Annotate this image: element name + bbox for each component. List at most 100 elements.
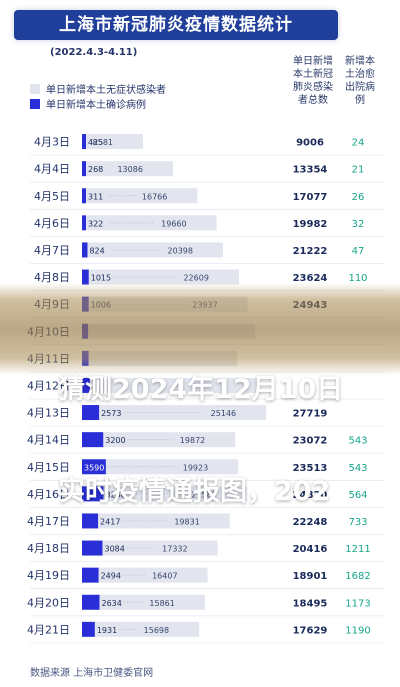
data-label-asymptomatic: 19831 (174, 517, 199, 526)
category-label: 4月19日 (27, 569, 70, 582)
legend-item-asymptomatic: 单日新增本土无症状感染者 (30, 81, 166, 96)
data-label-confirmed: 425 (88, 138, 103, 147)
chart-title: 上海市新冠肺炎疫情数据统计 (14, 10, 338, 40)
data-label-confirmed: 3084 (104, 545, 124, 554)
bar-asymptomatic (86, 134, 144, 150)
category-label: 4月13日 (27, 407, 70, 420)
data-label-asymptomatic: 21582 (191, 490, 216, 499)
overlay-caption-line: 实时疫情通报图，202 (58, 476, 331, 507)
category-label: 4月8日 (34, 271, 70, 284)
bar-confirmed (82, 269, 89, 285)
category-label: 4月3日 (34, 136, 70, 149)
bar-confirmed (82, 459, 106, 475)
discharged-value: 32 (352, 219, 365, 230)
category-label: 4月18日 (27, 542, 70, 555)
data-label-asymptomatic: 17332 (162, 545, 187, 554)
bar-asymptomatic (87, 242, 223, 258)
data-label-confirmed: 2417 (100, 517, 120, 526)
discharged-value: 1173 (345, 598, 370, 609)
bar-asymptomatic (98, 513, 230, 529)
discharged-value: 21 (352, 165, 365, 176)
total-value: 23624 (293, 273, 328, 284)
data-label-asymptomatic: 16766 (142, 192, 167, 201)
data-label-confirmed: 1015 (91, 274, 111, 283)
data-label-asymptomatic: 16407 (152, 572, 177, 581)
bar-asymptomatic (102, 540, 218, 556)
total-value: 19982 (293, 219, 328, 230)
data-label-confirmed: 2494 (101, 572, 121, 581)
category-label: 4月17日 (27, 515, 70, 528)
overlay-band (0, 283, 400, 375)
bar-confirmed (82, 567, 99, 583)
category-label: 4月6日 (34, 217, 70, 230)
bar-asymptomatic (86, 188, 198, 204)
legend-label-confirmed: 单日新增本土确诊病例 (46, 100, 146, 111)
column-header-discharged-line: 土治愈 (345, 69, 375, 80)
data-label-asymptomatic: 22609 (183, 274, 208, 283)
discharged-value: 1211 (345, 544, 370, 555)
data-label-confirmed: 3200 (105, 436, 125, 445)
legend-item-confirmed: 单日新增本土确诊病例 (30, 96, 166, 111)
date-range: (2022.4.3-4.11) (50, 47, 138, 58)
discharged-value: 543 (348, 436, 367, 447)
total-value: 27719 (293, 409, 328, 420)
data-label-asymptomatic: 15698 (144, 626, 169, 635)
bar-confirmed (82, 377, 90, 393)
data-label-asymptomatic: 19660 (161, 219, 186, 228)
discharged-value: 543 (348, 463, 367, 474)
column-header-discharged-line: 例 (355, 95, 365, 106)
bar-confirmed (82, 432, 104, 448)
bar-confirmed (82, 188, 86, 204)
category-label: 4月5日 (34, 190, 70, 203)
discharged-value: 564 (348, 490, 367, 501)
bar-asymptomatic (99, 594, 205, 610)
category-label: 4月16日 (27, 488, 70, 501)
discharged-value: 733 (348, 517, 367, 528)
category-label: 4月15日 (27, 461, 70, 474)
bar-asymptomatic (98, 567, 208, 583)
discharged-value: 47 (352, 246, 365, 257)
data-label-confirmed: 3590 (84, 463, 104, 472)
total-value: 9006 (296, 138, 324, 149)
column-header-discharged: 新增本 土治愈 出院病 例 (340, 55, 380, 107)
bar-confirmed (82, 405, 100, 421)
category-label: 4月4日 (34, 163, 70, 176)
bar-confirmed (82, 513, 99, 529)
data-label-confirmed: 2634 (101, 599, 121, 608)
overlay-caption: 猜测2024年12月10日 实时疫情通报图，202 (58, 305, 400, 577)
data-label-asymptomatic: 13086 (117, 165, 142, 174)
column-header-total-line: 单日新增 (293, 56, 333, 67)
bar-confirmed (82, 134, 86, 150)
bar-asymptomatic (99, 405, 267, 421)
bar-asymptomatic (86, 215, 217, 231)
column-header-discharged-line: 新增本 (345, 56, 375, 67)
column-header-discharged-line: 出院病 (345, 82, 375, 93)
bar-confirmed (82, 540, 103, 556)
data-label-confirmed: 1931 (97, 626, 117, 635)
column-header-total-line: 肺炎感染 (293, 82, 333, 93)
total-value: 17077 (293, 192, 328, 203)
bar-asymptomatic (89, 377, 257, 393)
column-header-total-line: 者总数 (298, 95, 328, 106)
legend-swatch-confirmed (30, 98, 40, 109)
data-label-asymptomatic: 25146 (211, 409, 236, 418)
data-label-asymptomatic: 8581 (93, 138, 113, 147)
discharged-value: 1682 (345, 571, 370, 582)
bar-confirmed (82, 215, 86, 231)
total-value: 18495 (293, 598, 328, 609)
total-value: 18901 (293, 571, 328, 582)
category-label: 4月7日 (34, 244, 70, 257)
total-value: 21222 (293, 246, 328, 257)
total-value: 23513 (293, 463, 328, 474)
overlay-caption-line: 猜测2024年12月10日 (58, 374, 344, 405)
category-label: 4月21日 (27, 623, 70, 636)
bar-asymptomatic (94, 621, 200, 637)
category-label: 4月12日 (27, 379, 70, 392)
column-header-total-line: 本土新冠 (293, 69, 333, 80)
total-value: 24820 (293, 490, 328, 501)
bar-confirmed (82, 594, 100, 610)
total-value: 22248 (293, 517, 328, 528)
data-label-asymptomatic: 15861 (149, 599, 174, 608)
category-label: 4月20日 (27, 596, 70, 609)
